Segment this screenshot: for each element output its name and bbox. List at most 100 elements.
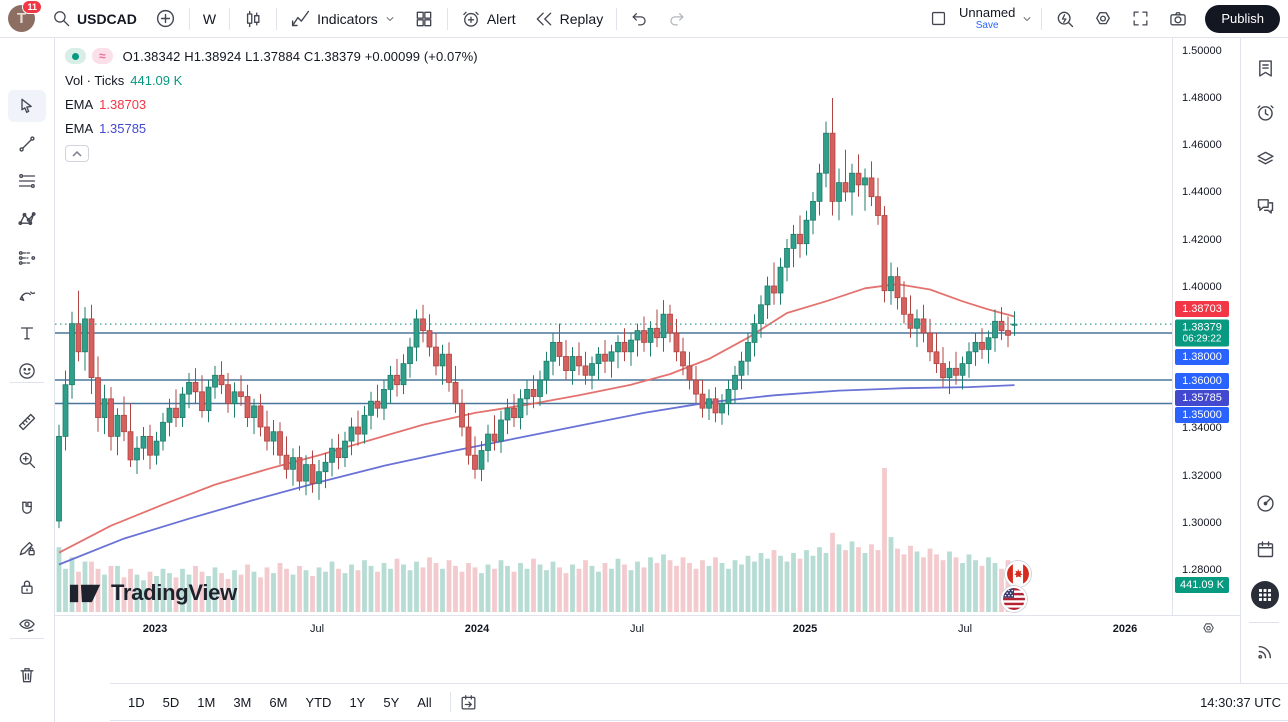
- tool-magnet[interactable]: [8, 493, 46, 525]
- sidebar-screener-button[interactable]: [1248, 486, 1282, 520]
- trend-line-icon: [17, 134, 37, 154]
- volume-value: 441.09 K: [130, 73, 183, 88]
- time-tick: 2025: [792, 623, 818, 635]
- ema1-label: EMA: [65, 97, 94, 112]
- indicator-templates-button[interactable]: [405, 4, 443, 34]
- price-badge: 1.38703: [1175, 301, 1229, 317]
- chevron-down-icon: [384, 13, 396, 25]
- indicators-label: Indicators: [317, 10, 378, 27]
- axis-settings-gear-icon[interactable]: [1201, 621, 1216, 636]
- fullscreen-button[interactable]: [1122, 4, 1159, 34]
- chart-settings-button[interactable]: [1084, 4, 1122, 34]
- range-button-ytd[interactable]: YTD: [305, 694, 332, 710]
- sidebar-watchlist-button[interactable]: [1248, 51, 1282, 85]
- legend-ema1-row[interactable]: EMA 1.38703: [65, 97, 478, 112]
- templates-grid-icon: [414, 9, 434, 29]
- compare-add-button[interactable]: [146, 4, 185, 34]
- tool-remove-drawings[interactable]: [8, 659, 46, 691]
- indicators-icon: [290, 8, 311, 29]
- alert-label: Alert: [486, 10, 516, 27]
- calendar-icon: [1255, 539, 1276, 560]
- volume-label: Vol · Ticks: [65, 73, 125, 88]
- range-button-1m[interactable]: 1M: [197, 694, 216, 710]
- interval-button[interactable]: W: [194, 4, 225, 34]
- range-button-3m[interactable]: 3M: [233, 694, 252, 710]
- camera-icon: [1168, 9, 1188, 29]
- chart-type-button[interactable]: [234, 4, 272, 34]
- range-button-all[interactable]: All: [417, 694, 432, 710]
- tool-trend-line[interactable]: [8, 128, 46, 160]
- layout-select-button[interactable]: [920, 4, 957, 34]
- quick-search-button[interactable]: [1046, 4, 1084, 34]
- layout-menu-button[interactable]: [1017, 4, 1037, 34]
- redo-button[interactable]: [658, 4, 695, 34]
- undo-button[interactable]: [621, 4, 658, 34]
- tool-fib-retracement[interactable]: [8, 165, 46, 197]
- cursor-icon: [17, 96, 37, 116]
- snapshot-button[interactable]: [1159, 4, 1197, 34]
- price-tick: 1.42000: [1182, 234, 1222, 246]
- legend-ema2-row[interactable]: EMA 1.35785: [65, 121, 478, 136]
- interval-label: W: [202, 10, 217, 27]
- chart-area[interactable]: ≈ O1.38342 H1.38924 L1.37884 C1.38379 +0…: [55, 38, 1288, 722]
- toolbar-separator: [10, 638, 44, 639]
- clock-display[interactable]: 14:30:37 UTC: [1200, 694, 1281, 710]
- price-badge: 1.35785: [1175, 390, 1229, 406]
- price-axis[interactable]: 1.50000 1.48000 1.46000 1.44000 1.42000 1.400…: [1172, 38, 1240, 615]
- range-button-5d[interactable]: 5D: [162, 694, 180, 710]
- replay-label: Replay: [559, 10, 604, 27]
- tool-brush[interactable]: [8, 279, 46, 311]
- price-tick: 1.40000: [1182, 281, 1222, 293]
- legend-main-row[interactable]: ≈ O1.38342 H1.38924 L1.37884 C1.38379 +0…: [65, 48, 478, 64]
- sidebar-apps-grid-button[interactable]: [1248, 578, 1282, 612]
- range-button-1y[interactable]: 1Y: [349, 694, 366, 710]
- range-button-1d[interactable]: 1D: [128, 694, 145, 710]
- symbol-search-button[interactable]: USDCAD: [43, 4, 146, 34]
- current-price-badge: 1.38379 06:29:22: [1175, 319, 1229, 347]
- tool-drawing-mode-lock[interactable]: [8, 532, 46, 564]
- publish-button[interactable]: Publish: [1205, 4, 1280, 33]
- bottom-panel: Pine EditorStrategy TesterReplay Trading…: [110, 720, 1288, 722]
- toolbar-separator: [446, 7, 448, 30]
- price-tick: 1.50000: [1182, 45, 1222, 57]
- tool-text-tool[interactable]: [8, 317, 46, 349]
- toolbar-separator: [449, 692, 451, 712]
- tool-ruler[interactable]: [8, 406, 46, 438]
- tool-xabcd-pattern[interactable]: [8, 203, 46, 235]
- magnet-icon: [17, 499, 37, 519]
- candles-icon: [243, 9, 263, 29]
- tool-hide-drawings[interactable]: [8, 609, 46, 641]
- candlestick-chart[interactable]: [55, 38, 1172, 615]
- range-button-6m[interactable]: 6M: [269, 694, 288, 710]
- sidebar-object-layers-button[interactable]: [1248, 141, 1282, 175]
- tool-zoom-in[interactable]: [8, 444, 46, 476]
- price-badge: 1.38000: [1175, 349, 1229, 365]
- price-tick: 1.46000: [1182, 139, 1222, 151]
- tool-lock-all[interactable]: [8, 571, 46, 603]
- screener-icon: [1255, 493, 1276, 514]
- user-avatar[interactable]: T 11: [8, 0, 42, 32]
- tool-emoji[interactable]: [8, 355, 46, 387]
- layout-save-button[interactable]: Unnamed Save: [957, 5, 1017, 32]
- toolbar-separator: [616, 7, 618, 30]
- range-button-5y[interactable]: 5Y: [383, 694, 400, 710]
- sidebar-chat-button[interactable]: [1248, 188, 1282, 222]
- fullscreen-icon: [1131, 9, 1150, 28]
- legend-collapse-button[interactable]: [65, 145, 89, 162]
- save-label: Save: [975, 20, 999, 32]
- tool-cursor[interactable]: [8, 90, 46, 122]
- sidebar-calendar-button[interactable]: [1248, 532, 1282, 566]
- legend-volume-row[interactable]: Vol · Ticks 441.09 K: [65, 73, 478, 88]
- sidebar-streams-button[interactable]: [1248, 634, 1282, 668]
- sidebar-alert-clock-button[interactable]: [1248, 95, 1282, 129]
- goto-date-icon[interactable]: [459, 693, 478, 712]
- indicators-button[interactable]: Indicators: [281, 4, 405, 34]
- replay-button[interactable]: Replay: [525, 4, 613, 34]
- tool-projection[interactable]: [8, 242, 46, 274]
- alert-button[interactable]: Alert: [452, 4, 525, 34]
- time-tick: Jul: [957, 623, 973, 635]
- zoom-in-icon: [17, 450, 37, 470]
- price-tick: 1.32000: [1182, 470, 1222, 482]
- time-axis[interactable]: 2023 Jul 2024 Jul 2025 Jul 2026: [55, 615, 1240, 645]
- time-tick: 2026: [1112, 623, 1138, 635]
